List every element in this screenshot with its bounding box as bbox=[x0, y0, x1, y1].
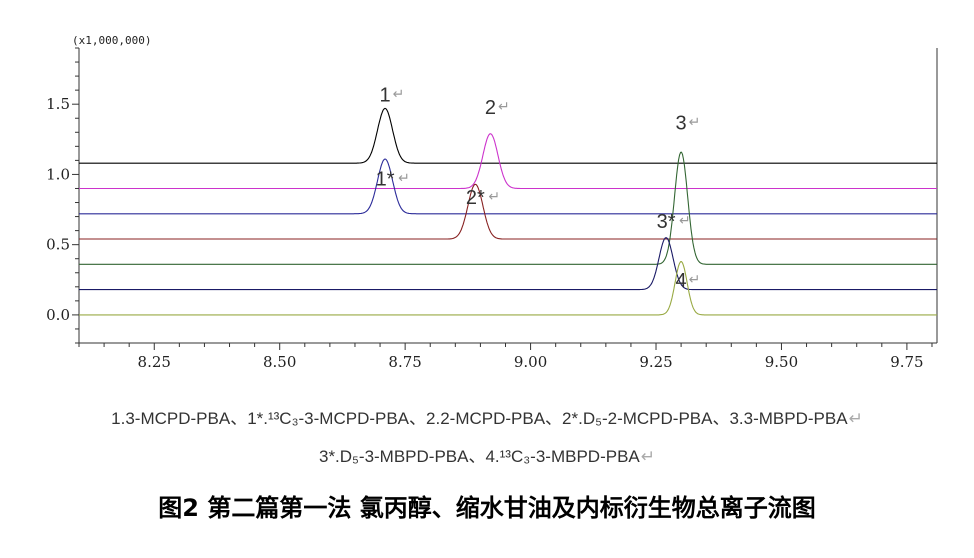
y-scale-label: (x1,000,000) bbox=[72, 34, 151, 47]
peak-label: 4 bbox=[676, 270, 687, 292]
caption-line-1: 1.3-MCPD-PBA、1*.¹³C₃-3-MCPD-PBA、2.2-MCPD… bbox=[0, 404, 974, 429]
peak-label-return-mark: ↵ bbox=[689, 272, 701, 288]
x-tick-label: 8.75 bbox=[388, 353, 421, 371]
axis-tick-labels: 8.25 8.50 8.75 9.00 9.25 9.50 9.75 0.0 0.5 1.0 1.5 bbox=[46, 95, 923, 371]
trace-series-2 bbox=[79, 133, 937, 190]
figure-title: 图2 第二篇第一法 氯丙醇、缩水甘油及内标衍生物总离子流图 bbox=[158, 494, 816, 522]
peak-label-return-mark: ↵ bbox=[398, 171, 410, 187]
y-tick-label: 1.5 bbox=[46, 95, 70, 113]
peak-label-return-mark: ↵ bbox=[393, 86, 405, 102]
peak-label-return-mark: ↵ bbox=[498, 99, 510, 115]
x-tick-label: 8.25 bbox=[138, 353, 171, 371]
peak-label: 2* bbox=[466, 187, 485, 209]
peak-label: 1* bbox=[376, 169, 395, 191]
peak-label-return-mark: ↵ bbox=[488, 189, 500, 205]
chart-axes bbox=[78, 48, 938, 344]
peak-label: 2 bbox=[485, 97, 496, 119]
chromatogram-chart: 8.25 8.50 8.75 9.00 9.25 9.50 9.75 0.0 0.5 1.0 1.5… bbox=[46, 34, 938, 371]
peak-label-return-mark: ↵ bbox=[689, 114, 701, 130]
x-tick-label: 9.75 bbox=[890, 353, 923, 371]
peak-label: 3* bbox=[657, 211, 676, 233]
trace-series-6 bbox=[79, 237, 937, 291]
trace-series-3 bbox=[79, 158, 937, 215]
x-tick-label: 9.00 bbox=[514, 353, 547, 371]
caption-line-2: 3*.D₅-3-MBPD-PBA、4.¹³C₃-3-MBPD-PBA↵ bbox=[0, 442, 974, 467]
y-tick-label: 0.0 bbox=[46, 306, 70, 324]
trace-series-5 bbox=[79, 151, 937, 265]
peak-label: 1 bbox=[380, 84, 391, 106]
y-tick-label: 1.0 bbox=[46, 165, 70, 183]
peak-label: 3 bbox=[676, 112, 687, 134]
trace-series-4 bbox=[79, 183, 937, 240]
peak-annotations: 1 ↵2 ↵3 ↵1* ↵2* ↵3* ↵4 ↵ bbox=[376, 84, 701, 291]
caption-line-1-text: 1.3-MCPD-PBA、1*.¹³C₃-3-MCPD-PBA、2.2-MCPD… bbox=[111, 409, 848, 428]
caption-line-1-return-mark: ↵ bbox=[848, 409, 863, 428]
caption-line-2-text: 3*.D₅-3-MBPD-PBA、4.¹³C₃-3-MBPD-PBA bbox=[318, 447, 640, 466]
chromatogram-traces bbox=[79, 107, 937, 316]
peak-label-return-mark: ↵ bbox=[679, 213, 691, 229]
trace-series-1 bbox=[79, 107, 937, 164]
axis-ticks bbox=[72, 47, 933, 350]
x-tick-label: 9.25 bbox=[639, 353, 672, 371]
caption-line-2-return-mark: ↵ bbox=[640, 447, 655, 466]
y-tick-label: 0.5 bbox=[46, 236, 70, 254]
trace-series-7 bbox=[79, 261, 937, 316]
x-tick-label: 8.50 bbox=[263, 353, 296, 371]
x-tick-label: 9.50 bbox=[765, 353, 798, 371]
